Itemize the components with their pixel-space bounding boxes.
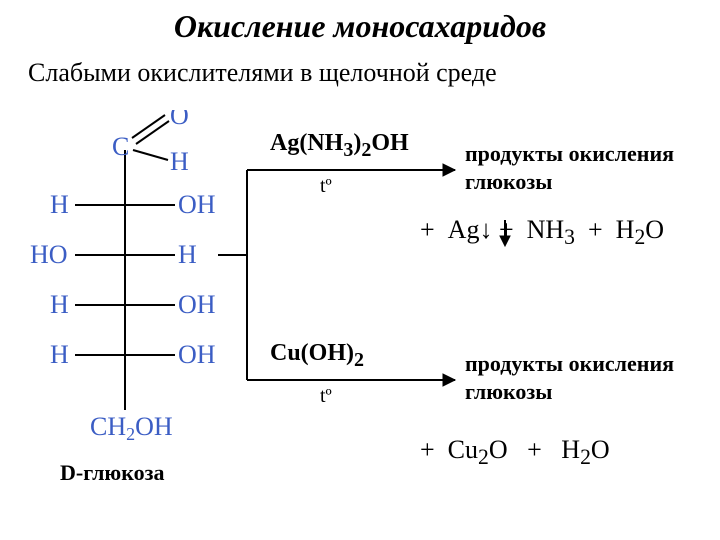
svg-text:H: H xyxy=(50,290,69,319)
molecule-name-label: D-глюкоза xyxy=(60,460,164,486)
byproducts-2: + Cu2O + H2O xyxy=(420,435,610,470)
svg-text:H: H xyxy=(178,240,197,269)
svg-text:OH: OH xyxy=(178,190,216,219)
reagent-1: Ag(NH3)2OH xyxy=(270,130,409,162)
svg-text:OH: OH xyxy=(178,340,216,369)
svg-text:H: H xyxy=(50,190,69,219)
slide-subtitle: Слабыми окислителями в щелочной среде xyxy=(28,58,497,88)
svg-text:HO: HO xyxy=(30,240,68,269)
precipitate-arrow-icon xyxy=(498,218,512,248)
glucose-fischer-structure: C O H H OH HO H H OH H OH CH2OH xyxy=(20,110,220,470)
temp-2: tº xyxy=(320,385,332,408)
product-label-1: продукты окисления глюкозы xyxy=(465,140,705,195)
slide-title: Окисление моносахаридов xyxy=(0,8,720,45)
svg-text:H: H xyxy=(50,340,69,369)
product-label-2: продукты окисления глюкозы xyxy=(465,350,705,405)
svg-text:O: O xyxy=(170,110,189,130)
svg-text:C: C xyxy=(112,132,129,161)
svg-text:CH2OH: CH2OH xyxy=(90,412,173,444)
reagent-2: Cu(OH)2 xyxy=(270,340,364,372)
byproducts-1: + Ag↓ + NH3 + H2O xyxy=(420,215,664,250)
svg-text:OH: OH xyxy=(178,290,216,319)
svg-text:H: H xyxy=(170,147,189,176)
temp-1: tº xyxy=(320,175,332,198)
